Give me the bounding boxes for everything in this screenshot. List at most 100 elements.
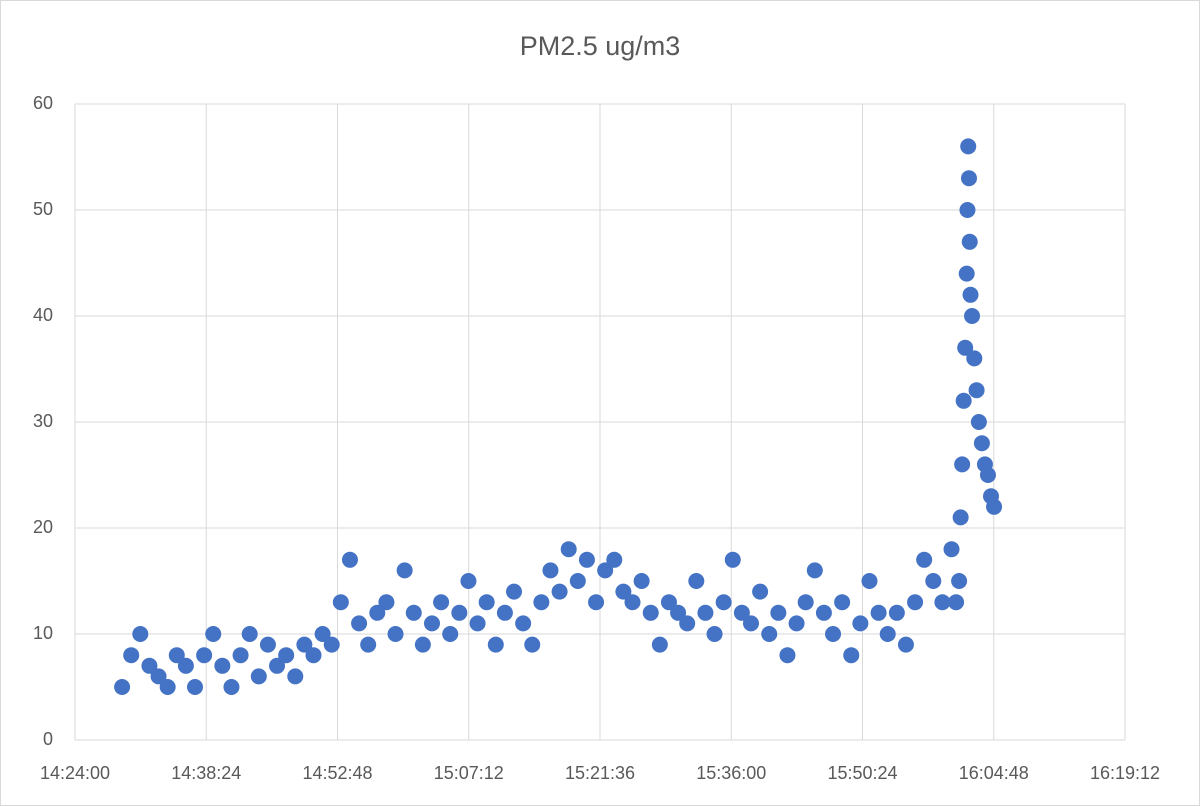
point <box>742 615 759 632</box>
point <box>159 679 176 695</box>
point <box>296 636 313 653</box>
point <box>314 626 331 642</box>
point <box>834 594 851 611</box>
point <box>478 594 495 611</box>
point <box>962 286 979 303</box>
point <box>797 594 814 611</box>
point <box>506 583 523 600</box>
y-tick-label: 0 <box>43 729 53 749</box>
point <box>968 382 985 399</box>
point <box>888 604 905 621</box>
point <box>752 583 769 600</box>
point <box>770 604 787 621</box>
point <box>278 647 295 664</box>
x-tick-label: 14:24:00 <box>40 763 110 783</box>
point <box>955 392 972 409</box>
point <box>387 626 404 642</box>
point <box>879 626 896 642</box>
point <box>187 679 204 695</box>
point <box>442 626 459 642</box>
point <box>232 647 249 664</box>
x-tick-label: 15:07:12 <box>434 763 504 783</box>
y-tick-label: 40 <box>33 305 53 325</box>
point <box>925 573 942 589</box>
point <box>223 679 240 695</box>
point <box>515 615 532 632</box>
point <box>852 615 869 632</box>
point <box>958 265 975 282</box>
point <box>196 647 213 664</box>
point <box>378 594 395 611</box>
x-tick-label: 15:50:24 <box>827 763 897 783</box>
point <box>651 636 668 653</box>
point <box>957 339 974 356</box>
point <box>569 573 586 589</box>
point <box>986 498 1003 515</box>
point <box>414 636 431 653</box>
point <box>323 636 340 653</box>
y-tick-label: 60 <box>33 93 53 113</box>
point <box>660 594 677 611</box>
point <box>369 604 386 621</box>
y-tick-label: 50 <box>33 199 53 219</box>
point <box>341 551 358 568</box>
point <box>788 615 805 632</box>
point <box>114 679 131 695</box>
y-tick-label: 30 <box>33 411 53 431</box>
point <box>934 594 951 611</box>
point <box>551 583 568 600</box>
point <box>132 626 149 642</box>
point <box>250 668 267 685</box>
point <box>433 594 450 611</box>
point <box>606 551 623 568</box>
point <box>423 615 440 632</box>
point <box>979 467 996 483</box>
point <box>150 668 167 685</box>
point <box>168 647 185 664</box>
point <box>733 604 750 621</box>
point <box>670 604 687 621</box>
point <box>960 170 977 187</box>
point <box>542 562 559 579</box>
point <box>332 594 349 611</box>
point <box>451 604 468 621</box>
point <box>951 573 968 589</box>
x-tick-label: 16:19:12 <box>1090 763 1160 783</box>
point <box>843 647 860 664</box>
point <box>259 636 276 653</box>
x-tick-label: 14:52:48 <box>302 763 372 783</box>
point <box>269 657 286 674</box>
point <box>861 573 878 589</box>
point <box>396 562 413 579</box>
point <box>351 615 368 632</box>
point <box>960 138 977 155</box>
point <box>964 308 981 324</box>
y-tick-label: 10 <box>33 623 53 643</box>
point <box>487 636 504 653</box>
point <box>916 551 933 568</box>
x-tick-label: 15:36:00 <box>696 763 766 783</box>
point <box>633 573 650 589</box>
point <box>460 573 477 589</box>
point <box>954 456 971 473</box>
point <box>973 435 990 452</box>
point <box>825 626 842 642</box>
point <box>205 626 222 642</box>
point <box>959 202 976 218</box>
point <box>141 657 158 674</box>
point <box>907 594 924 611</box>
point <box>870 604 887 621</box>
point <box>533 594 550 611</box>
point <box>405 604 422 621</box>
point <box>679 615 696 632</box>
x-tick-label: 14:38:24 <box>171 763 241 783</box>
point <box>706 626 723 642</box>
point <box>961 233 978 250</box>
point <box>806 562 823 579</box>
point <box>948 594 965 611</box>
point <box>177 657 194 674</box>
point <box>578 551 595 568</box>
y-tick-label: 20 <box>33 517 53 537</box>
point <box>597 562 614 579</box>
